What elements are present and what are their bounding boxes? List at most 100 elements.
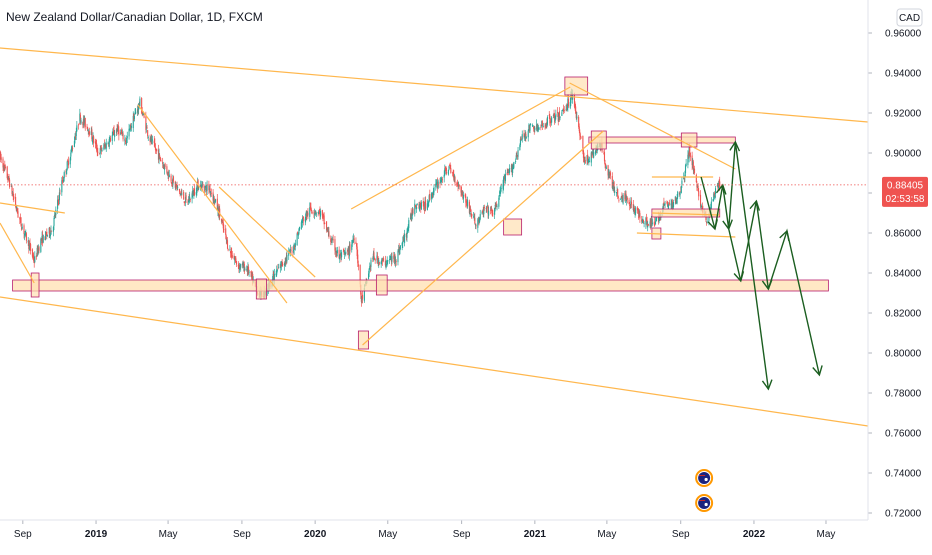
- candle-body: [24, 231, 26, 233]
- candle-body: [486, 207, 488, 209]
- candle-body: [341, 252, 343, 258]
- candle-body: [613, 182, 615, 192]
- candle-body: [136, 109, 139, 113]
- candle-body: [671, 200, 673, 206]
- trend-line[interactable]: [0, 202, 65, 214]
- trend-line[interactable]: [0, 47, 869, 123]
- candle-body: [419, 205, 421, 206]
- candle-body: [306, 213, 308, 218]
- candle-body: [76, 125, 78, 132]
- candle-body: [322, 213, 324, 217]
- projection-arrowhead: [812, 365, 823, 377]
- candle-body: [687, 153, 690, 158]
- candle-body: [536, 125, 538, 130]
- candle-body: [699, 194, 702, 207]
- event-marker[interactable]: [695, 494, 714, 512]
- candle-body: [48, 227, 50, 234]
- zone-rectangle[interactable]: [588, 136, 736, 144]
- trend-line[interactable]: [362, 130, 604, 346]
- trend-line[interactable]: [651, 212, 720, 216]
- candle-body: [693, 169, 695, 171]
- candle-body: [394, 254, 396, 262]
- candle-body: [372, 253, 374, 260]
- zone-rectangle[interactable]: [12, 279, 829, 292]
- trend-line[interactable]: [636, 232, 736, 238]
- candle-body: [496, 205, 498, 207]
- candle-body: [355, 241, 357, 244]
- projection-path[interactable]: [728, 200, 821, 376]
- candle-body: [210, 192, 212, 194]
- candle-body: [154, 142, 156, 148]
- projection-path[interactable]: [700, 141, 770, 390]
- candle-body: [583, 156, 585, 162]
- trend-line[interactable]: [569, 82, 736, 170]
- candle-body: [96, 148, 98, 154]
- event-marker[interactable]: [695, 469, 714, 487]
- candle-body: [645, 217, 647, 225]
- candle-body: [147, 130, 149, 137]
- pivot-box[interactable]: [30, 272, 40, 298]
- trend-line[interactable]: [0, 296, 869, 427]
- candle-body: [93, 136, 95, 143]
- candle-body: [541, 124, 543, 126]
- candle-body: [386, 261, 388, 263]
- trend-line[interactable]: [137, 104, 288, 304]
- y-tick-label: 0.90000: [885, 149, 922, 160]
- candle-body: [285, 256, 287, 260]
- last-price-badge: 0.88405 02:53:58: [882, 176, 928, 207]
- candle-body: [205, 185, 207, 187]
- candle-body: [482, 211, 484, 213]
- candle-body: [696, 183, 698, 188]
- candle-body: [676, 197, 678, 204]
- candle-body: [204, 186, 206, 192]
- trend-line[interactable]: [350, 86, 571, 210]
- candle-body: [283, 262, 286, 266]
- pivot-box[interactable]: [503, 218, 523, 236]
- candle-body: [74, 137, 76, 141]
- candle-body: [243, 263, 245, 272]
- candle-body: [658, 218, 660, 221]
- pivot-box[interactable]: [255, 278, 267, 300]
- nz-flag-icon: [698, 497, 711, 509]
- candle-body: [45, 231, 47, 240]
- candle-body: [582, 150, 585, 159]
- candle-body: [198, 188, 200, 190]
- candle-body: [51, 230, 53, 232]
- candle-body: [181, 193, 183, 195]
- candle-body: [168, 173, 170, 178]
- currency-button[interactable]: CAD: [896, 8, 923, 27]
- candle-body: [339, 253, 341, 255]
- candle-body: [561, 112, 563, 116]
- candle-body: [555, 113, 557, 117]
- candle-body: [700, 206, 702, 208]
- candle-body: [395, 261, 397, 262]
- candle-body: [175, 185, 177, 187]
- candle-body: [499, 192, 501, 194]
- pivot-box[interactable]: [375, 274, 388, 296]
- candle-body: [537, 128, 539, 129]
- candle-body: [242, 263, 244, 268]
- candle-body: [138, 105, 140, 106]
- candle-body: [95, 142, 97, 145]
- candle-body: [29, 243, 31, 246]
- candle-body: [536, 124, 538, 130]
- candle-body: [61, 180, 63, 182]
- pivot-box[interactable]: [590, 130, 607, 150]
- candle-body: [57, 199, 59, 201]
- candle-body: [23, 225, 25, 235]
- candle-body: [638, 212, 640, 217]
- trend-line[interactable]: [0, 222, 35, 284]
- candle-body: [524, 136, 526, 137]
- y-tick-label: 0.78000: [885, 389, 922, 400]
- trend-line[interactable]: [218, 186, 316, 278]
- candle-body: [279, 263, 281, 269]
- candle-body: [633, 207, 636, 214]
- candle-body: [416, 204, 418, 206]
- candle-body: [440, 177, 442, 182]
- pivot-box[interactable]: [357, 330, 369, 350]
- x-tick-label: 2019: [85, 529, 108, 540]
- candle-body: [588, 160, 590, 163]
- candle-body: [13, 196, 15, 199]
